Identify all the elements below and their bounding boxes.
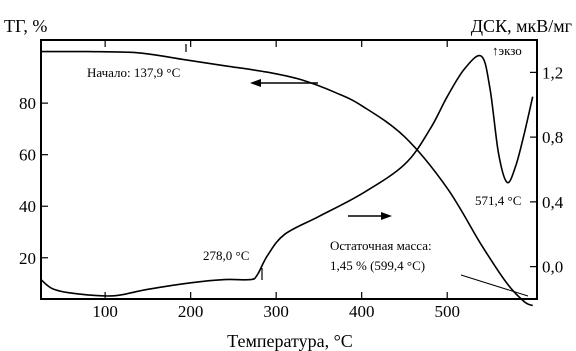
y-left-tick-label: 80 xyxy=(19,94,36,113)
onset-label: Начало: 137,9 °С xyxy=(87,65,180,80)
exo-label: ↑экзо xyxy=(492,43,522,58)
residual-label-line2: 1,45 % (599,4 °С) xyxy=(330,258,425,273)
dsc-curve xyxy=(40,54,534,297)
y-right-tick-label: 0,8 xyxy=(542,128,563,147)
residual-leader xyxy=(460,274,529,297)
residual-label-line1: Остаточная масса: xyxy=(330,238,432,253)
peak571-label: 571,4 °С xyxy=(475,193,521,208)
x-tick-label: 200 xyxy=(178,302,204,321)
x-tick-label: 300 xyxy=(263,302,289,321)
peak278-label: 278,0 °С xyxy=(203,248,249,263)
y-left-axis-title: ТГ, % xyxy=(4,16,47,36)
y-left-tick-label: 60 xyxy=(19,146,36,165)
y-right-tick-label: 1,2 xyxy=(542,63,563,82)
y-right-tick-label: 0,0 xyxy=(542,258,563,277)
x-axis-title: Температура, °С xyxy=(227,331,353,351)
plot-frame xyxy=(40,39,538,300)
tg-curve xyxy=(40,50,534,307)
axis-ticks: 100 200 300 400 500 20 40 60 80 1,2 0,8 0,4 0,0 xyxy=(19,40,564,321)
y-left-tick-label: 20 xyxy=(19,249,36,268)
tg-axis-arrow xyxy=(250,79,318,87)
y-left-tick-label: 40 xyxy=(19,197,36,216)
x-tick-label: 500 xyxy=(434,302,460,321)
y-right-axis-title: ДСК, мкВ/мг xyxy=(471,16,572,36)
y-right-tick-label: 0,4 xyxy=(542,193,564,212)
x-tick-label: 400 xyxy=(349,302,375,321)
x-tick-label: 100 xyxy=(92,302,118,321)
dsc-axis-arrow xyxy=(348,212,392,220)
